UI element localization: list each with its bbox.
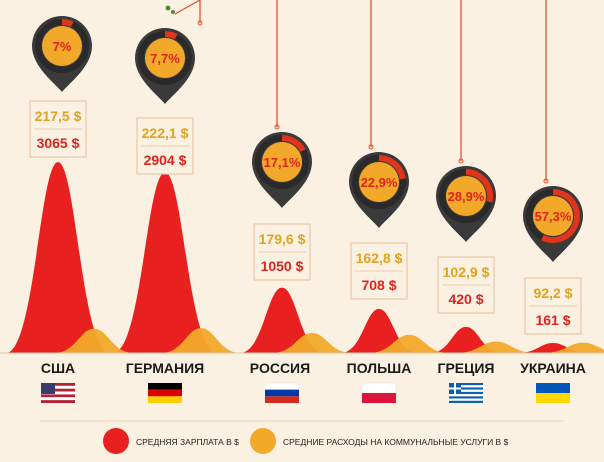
flag-stripe [536,383,570,393]
utilities-value-label: 162,8 $ [356,250,403,266]
connector-dot [368,144,374,150]
flag-stripe [41,400,75,403]
flag-canton [41,383,55,394]
decor-dot [165,5,171,11]
share-center [42,26,82,66]
flag-stripe [148,389,182,397]
legend-swatch-utilities [250,428,276,454]
flag-stripe [449,398,483,401]
share-label: 7% [53,39,72,54]
utilities-curve [161,328,241,353]
flag-stripe [148,396,182,403]
flag-cross [449,387,461,390]
flag-stripe [449,396,483,399]
flag-stripe [449,389,483,392]
utilities-value-label: 217,5 $ [35,108,82,124]
share-label: 22,9% [361,175,398,190]
share-arc [164,31,178,40]
flag-stripe [362,393,396,403]
share-center [533,196,573,236]
flag-russia [264,382,300,403]
flag-stripe [41,397,75,401]
flag-stripe [41,391,75,395]
flag-greece [449,383,483,403]
share-arc [378,155,406,180]
connector-line [174,0,201,15]
share-arc [541,189,580,243]
salary-value-label: 161 $ [535,312,570,328]
flag-stripe [264,382,300,390]
flag-stripe [148,383,182,390]
flag-stripe [41,385,75,389]
share-label: 28,9% [448,189,485,204]
share-arc [465,169,493,203]
share-arc [61,19,74,28]
connector-dot [458,158,464,164]
share-label: 17,1% [264,155,301,170]
share-arc [281,135,306,153]
salary-value-label: 1050 $ [261,258,304,274]
salary-value-label: 708 $ [361,277,396,293]
connector-dot [543,178,549,184]
salary-value-label: 420 $ [448,291,483,307]
utilities-value-label: 179,6 $ [259,231,306,247]
flag-stripe [265,389,299,397]
salary-value-label: 3065 $ [37,135,80,151]
flag-stripe [41,388,75,392]
flag-stripe [449,385,483,388]
legend-label-utilities: СРЕДНИЕ РАСХОДЫ НА КОММУНАЛЬНЫЕ УСЛУГИ В… [283,437,509,447]
decor-dot [171,10,175,14]
utilities-value-label: 102,9 $ [443,264,490,280]
share-center [262,142,302,182]
utilities-curve [543,342,604,353]
category-label: РОССИЯ [250,360,310,376]
legend-label-salary: СРЕДНЯЯ ЗАРПЛАТА В $ [136,437,239,447]
salary-curve [6,162,110,353]
legend-swatch-salary [103,428,129,454]
utilities-value-label: 222,1 $ [142,125,189,141]
category-label: ГЕРМАНИЯ [126,360,204,376]
category-label: ГРЕЦИЯ [438,360,495,376]
category-label: ПОЛЬША [347,360,412,376]
utilities-curve [369,334,449,353]
flag-poland [361,382,397,403]
utilities-curve [272,332,352,353]
utilities-curve [456,341,536,353]
flag-stripe [449,391,483,395]
category-label: УКРАИНА [520,360,586,376]
flag-stripe [41,394,75,398]
salary-value-label: 2904 $ [144,152,187,168]
flag-usa [41,383,75,403]
flag-stripe [361,382,397,394]
share-center [359,162,399,202]
share-label: 57,3% [535,209,572,224]
utilities-value-label: 92,2 $ [534,285,573,301]
salary-curve [113,172,217,353]
utilities-curve [54,328,134,353]
share-center [145,38,185,78]
flag-stripe [449,387,483,390]
flag-stripe [449,394,483,397]
flag-stripe [41,383,75,386]
flag-stripe [536,393,570,403]
flag-ukraine [536,383,570,403]
connector-dot [197,20,203,26]
share-center [446,176,486,216]
flag-stripe [449,400,483,403]
connector-dot [274,124,280,130]
flag-germany [148,383,182,403]
flag-stripe [265,396,299,403]
category-label: США [41,360,75,376]
share-label: 7,7% [150,51,180,66]
flag-stripe [449,383,483,386]
